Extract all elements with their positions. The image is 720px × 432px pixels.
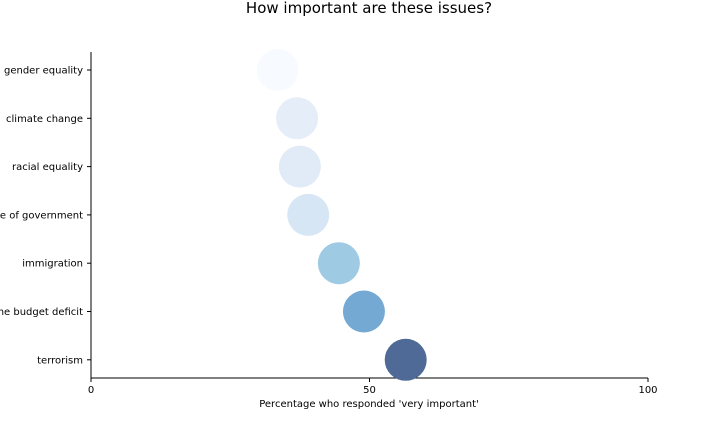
y-tick-label: terrorism — [37, 355, 83, 366]
data-bubble — [278, 145, 321, 188]
data-bubble — [287, 193, 330, 236]
y-tick-label: immigration — [22, 259, 83, 270]
x-tick-label: 100 — [638, 385, 657, 396]
data-bubble — [384, 338, 427, 381]
chart-title: How important are these issues? — [246, 0, 492, 17]
y-tick-label: gender equality — [4, 66, 83, 77]
y-tick-label: racial equality — [12, 162, 83, 173]
y-tick-label: size of government — [0, 210, 83, 221]
data-bubble — [256, 49, 299, 91]
data-bubble — [276, 97, 319, 140]
x-tick-label: 50 — [363, 385, 376, 396]
y-tick-label: climate change — [6, 114, 83, 125]
data-bubble — [317, 242, 360, 285]
plot-area: 0 50 100 gender equality climate change racia… — [0, 49, 658, 396]
x-axis-label: Percentage who responded 'very important… — [259, 399, 479, 410]
data-bubble — [342, 290, 385, 333]
x-tick-label: 0 — [88, 385, 94, 396]
y-tick-label: the budget deficit — [0, 307, 83, 318]
